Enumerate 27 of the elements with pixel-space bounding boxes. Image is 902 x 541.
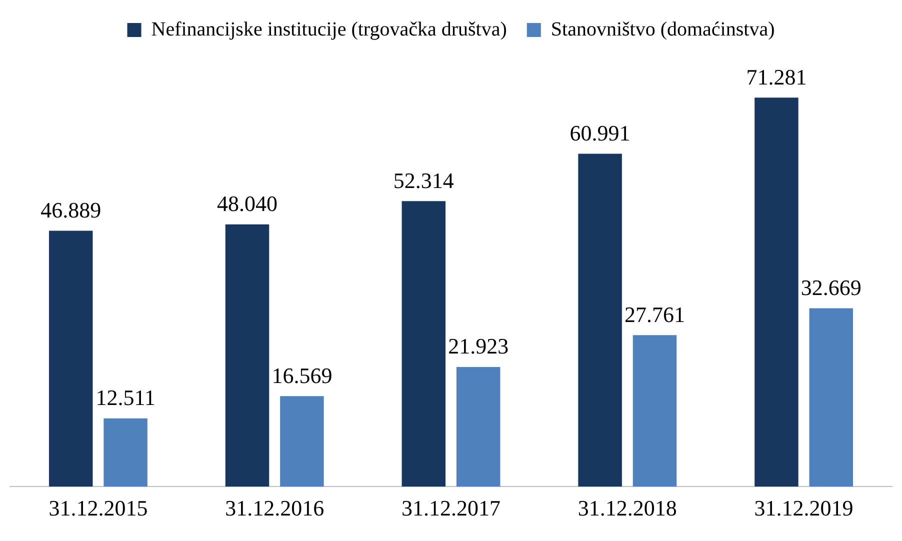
data-label: 21.923	[448, 334, 509, 359]
bar	[225, 224, 270, 487]
x-tick-label: 31.12.2019	[754, 496, 854, 521]
bar	[104, 418, 148, 487]
bar	[402, 201, 446, 487]
data-label: 27.761	[624, 302, 685, 327]
data-label: 60.991	[570, 120, 630, 146]
data-label: 52.314	[393, 168, 454, 193]
bar	[456, 366, 500, 487]
bar	[280, 396, 324, 487]
legend-label: Nefinancijske institucije (trgovačka društva)	[151, 18, 507, 40]
data-label: 48.040	[217, 191, 278, 216]
data-label: 71.281	[746, 64, 807, 90]
data-label: 16.569	[272, 362, 332, 388]
bar	[754, 98, 798, 487]
bar	[48, 230, 93, 487]
bar	[578, 154, 622, 487]
data-label: 12.511	[96, 385, 156, 410]
bar	[632, 335, 677, 487]
legend-label: Stanovništvo (domaćinstva)	[550, 18, 775, 40]
x-tick-label: 31.12.2016	[225, 496, 324, 521]
x-tick-label: 31.12.2017	[402, 496, 500, 521]
x-tick-label: 31.12.2015	[48, 496, 148, 521]
data-label: 32.669	[800, 275, 862, 300]
bar	[809, 308, 854, 487]
x-tick-label: 31.12.2018	[578, 496, 677, 521]
data-label: 46.889	[40, 197, 102, 222]
